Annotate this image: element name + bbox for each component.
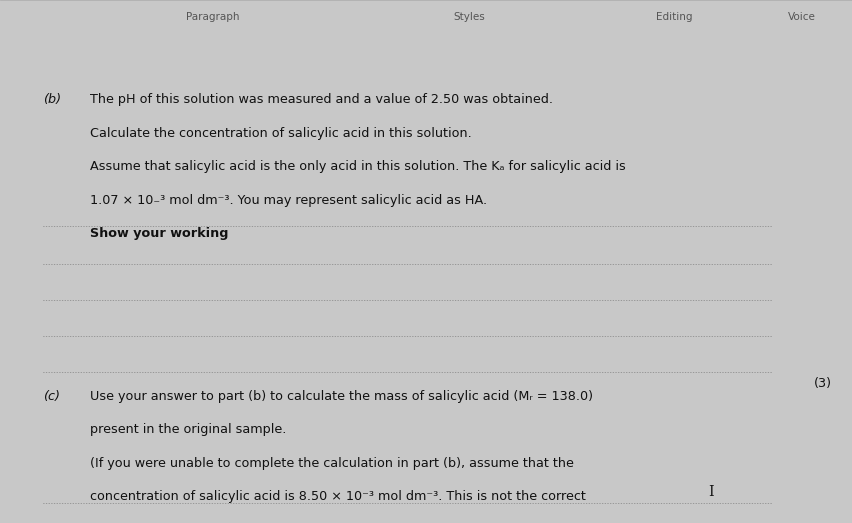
- Text: present in the original sample.: present in the original sample.: [89, 423, 285, 436]
- Text: Assume that salicylic acid is the only acid in this solution. The Kₐ for salicyl: Assume that salicylic acid is the only a…: [89, 160, 625, 173]
- Text: Styles: Styles: [452, 12, 485, 22]
- Text: The pH of this solution was measured and a value of 2.50 was obtained.: The pH of this solution was measured and…: [89, 93, 552, 106]
- Text: Use your answer to part (b) to calculate the mass of salicylic acid (Mᵣ = 138.0): Use your answer to part (b) to calculate…: [89, 390, 592, 403]
- Text: Editing: Editing: [655, 12, 691, 22]
- Text: (c): (c): [43, 390, 60, 403]
- Text: Show your working: Show your working: [89, 228, 227, 241]
- Text: Voice: Voice: [787, 12, 815, 22]
- Text: concentration of salicylic acid is 8.50 × 10⁻³ mol dm⁻³. This is not the correct: concentration of salicylic acid is 8.50 …: [89, 491, 584, 503]
- Text: 1.07 × 10₋³ mol dm⁻³. You may represent salicylic acid as HA.: 1.07 × 10₋³ mol dm⁻³. You may represent …: [89, 194, 486, 207]
- Text: I: I: [707, 485, 713, 499]
- Text: (3): (3): [813, 377, 831, 390]
- Text: (If you were unable to complete the calculation in part (b), assume that the: (If you were unable to complete the calc…: [89, 457, 573, 470]
- Text: Paragraph: Paragraph: [187, 12, 239, 22]
- Text: (b): (b): [43, 93, 60, 106]
- Text: Calculate the concentration of salicylic acid in this solution.: Calculate the concentration of salicylic…: [89, 127, 471, 140]
